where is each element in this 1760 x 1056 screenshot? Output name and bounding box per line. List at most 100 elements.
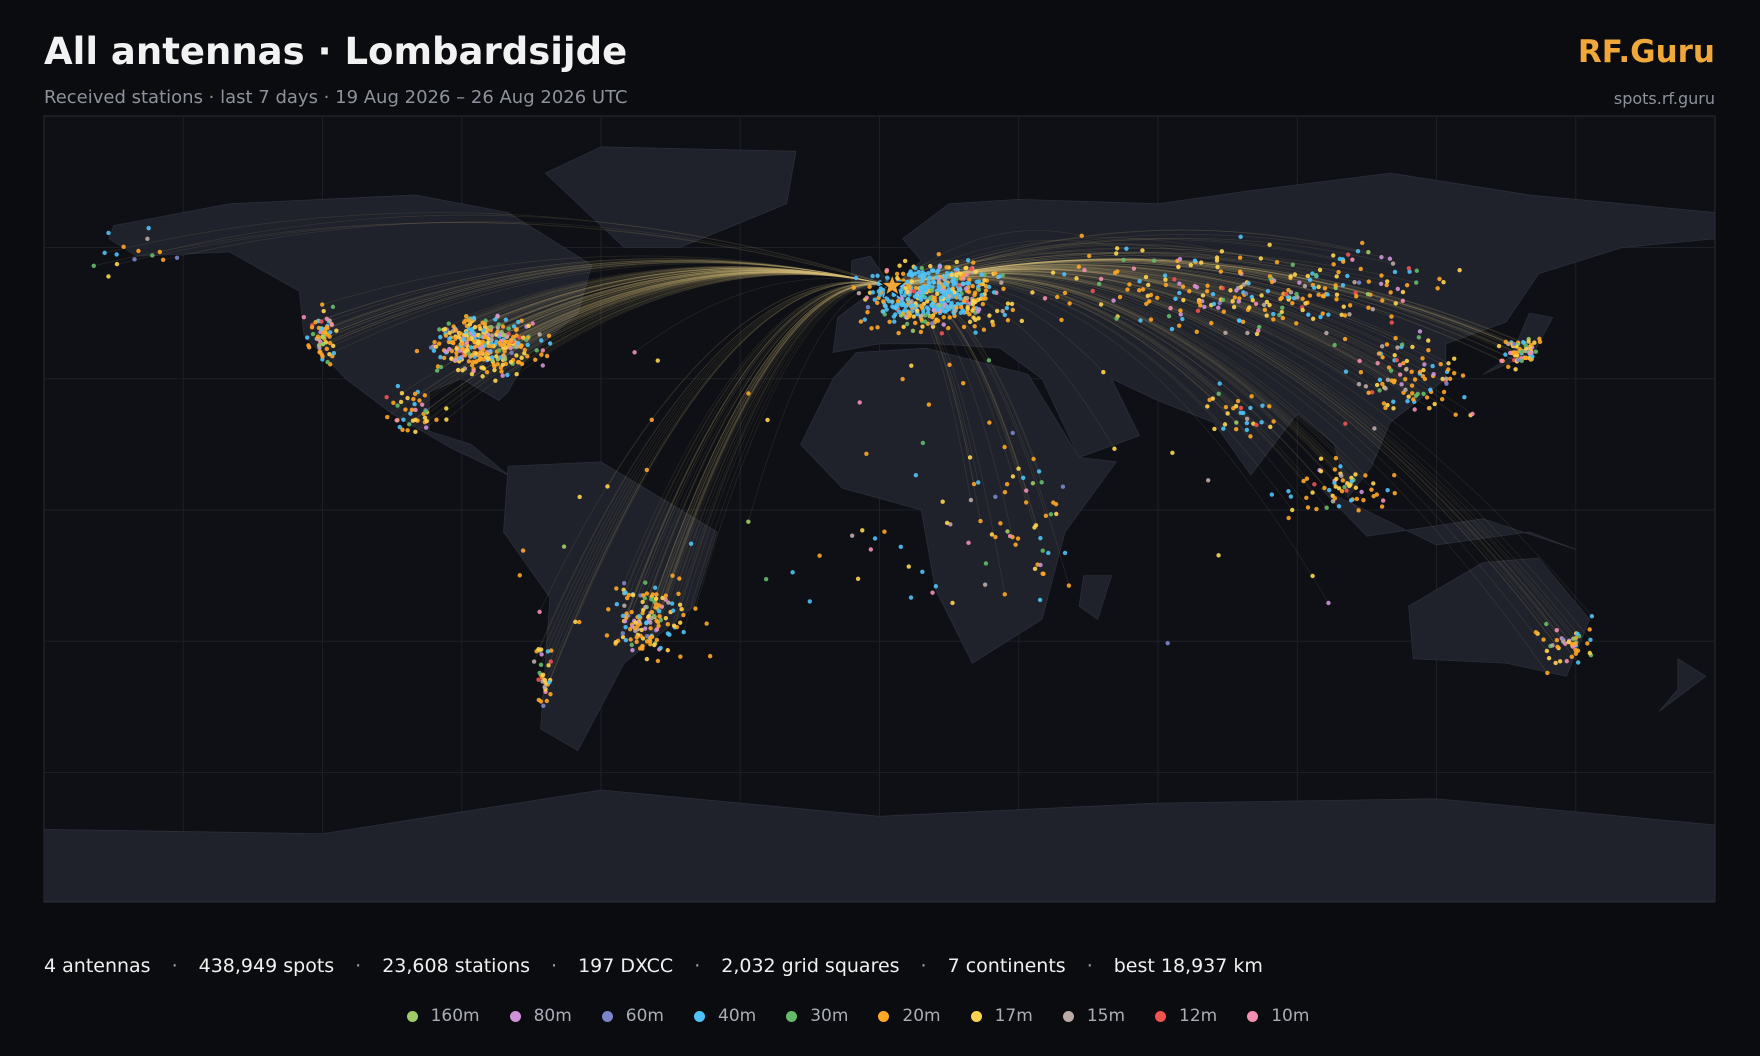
station-dot [905, 279, 910, 285]
station-dot [1023, 500, 1029, 505]
station-dot [1279, 295, 1284, 301]
station-dot [990, 322, 996, 328]
station-dot [329, 322, 335, 328]
station-dot [1306, 312, 1311, 317]
station-dot [993, 271, 998, 276]
station-dot [1460, 373, 1466, 378]
station-dot [876, 289, 881, 294]
station-dot [320, 341, 326, 347]
station-dot [401, 417, 406, 422]
station-dot [511, 334, 516, 340]
station-dot [310, 331, 316, 337]
path-arc [445, 268, 893, 352]
path-arc [892, 278, 1224, 429]
station-dot [1173, 296, 1178, 301]
station-dot [982, 582, 988, 587]
station-dot [1238, 234, 1243, 240]
path-arc [477, 269, 893, 342]
station-dot [1060, 484, 1066, 489]
path-arc [93, 222, 893, 287]
station-dot [1431, 371, 1436, 377]
station-dot [1557, 659, 1563, 664]
station-dot [1020, 475, 1026, 480]
station-dot [643, 604, 648, 610]
station-dot [1432, 401, 1437, 407]
station-dot [954, 305, 959, 310]
station-dot [640, 599, 645, 605]
path-arc [673, 284, 893, 626]
path-arc [307, 259, 893, 338]
station-dot [1326, 600, 1331, 606]
station-dot [1231, 304, 1237, 310]
station-dot [481, 357, 486, 362]
title: All antennas · Lombardsijde [44, 30, 628, 73]
station-dot [641, 593, 646, 598]
station-dot [1406, 266, 1412, 271]
station-dot [1297, 280, 1302, 285]
station-dot [1237, 255, 1243, 260]
station-dot [517, 335, 522, 340]
station-dot [1354, 496, 1360, 502]
station-dot [963, 265, 968, 271]
path-arc [892, 273, 1564, 641]
path-arc [492, 271, 893, 358]
station-dot [628, 637, 633, 642]
station-dot [1286, 489, 1291, 494]
path-arc [542, 273, 893, 351]
station-dot [966, 540, 971, 545]
station-dot [539, 352, 544, 357]
path-arc [541, 274, 893, 355]
station-dot [1390, 261, 1396, 266]
station-dot [1381, 401, 1387, 406]
legend-swatch [1247, 1010, 1259, 1022]
path-arc [892, 258, 1527, 351]
station-dot [412, 391, 418, 397]
path-arc [466, 268, 893, 336]
station-dot [884, 267, 890, 273]
station-dot [539, 652, 544, 657]
station-dot [408, 411, 413, 416]
path-arc [669, 284, 893, 635]
station-dot [903, 285, 908, 291]
station-dot [1205, 404, 1210, 409]
path-arc [514, 271, 893, 345]
station-dot [1240, 319, 1246, 324]
station-dot [1340, 259, 1346, 264]
path-arc [490, 271, 893, 353]
station-dot [1111, 298, 1116, 303]
station-dot [634, 639, 639, 645]
station-dot [654, 637, 660, 643]
station-dot [670, 573, 675, 578]
station-dot [1377, 388, 1382, 393]
station-dot [864, 295, 869, 300]
station-dot [1355, 249, 1361, 254]
path-arc [892, 261, 1085, 287]
station-dot [1331, 253, 1336, 258]
landmass [1078, 575, 1113, 621]
station-dot [419, 402, 425, 407]
station-dot [980, 301, 986, 307]
path-arc [401, 270, 893, 394]
station-dot [633, 620, 638, 625]
station-dot [1370, 306, 1375, 312]
station-dot [1526, 339, 1531, 344]
path-arc [508, 269, 893, 329]
station-dot [515, 360, 521, 365]
station-dot [1177, 256, 1183, 262]
station-dot [885, 275, 890, 280]
station-dot [973, 269, 979, 274]
station-dot [965, 309, 970, 315]
station-dot [490, 355, 495, 360]
station-dot [1353, 472, 1358, 477]
station-dot [1261, 302, 1267, 308]
stats-separator: · [1086, 955, 1093, 977]
station-dot [1378, 281, 1384, 287]
station-dot [1172, 277, 1177, 282]
station-dot [413, 407, 418, 413]
station-dot [991, 290, 997, 295]
station-dot [477, 356, 483, 362]
station-dot [1177, 281, 1182, 286]
station-dot [1198, 303, 1203, 308]
path-arc [892, 260, 1515, 361]
legend-label: 60m [625, 1006, 664, 1026]
